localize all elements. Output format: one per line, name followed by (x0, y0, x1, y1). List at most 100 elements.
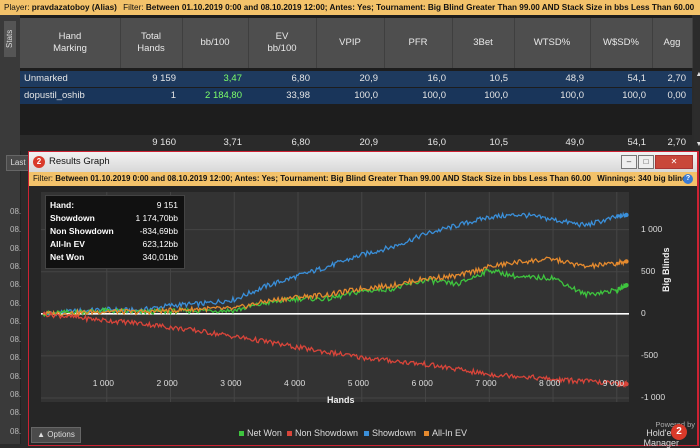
table-cell: 3,47 (223, 73, 243, 84)
column-header[interactable]: W$SD% (590, 18, 653, 68)
table-cell: 6,80 (291, 137, 311, 148)
tip-netwon-value: 340,01bb (142, 252, 178, 262)
y-tick-label: -500 (641, 349, 659, 360)
table-cell: 54,1 (627, 137, 647, 148)
graph-filter-text[interactable]: Between 01.10.2019 0:00 and 08.10.2019 1… (55, 174, 592, 183)
table-cell: 10,5 (489, 137, 509, 148)
table-cell: 1 (170, 90, 176, 101)
table-cell: 16,0 (427, 73, 447, 84)
filter-text[interactable]: Between 01.10.2019 0:00 and 08.10.2019 1… (145, 3, 695, 12)
tip-hand-value: 9 151 (156, 200, 178, 210)
date-label: 08. (10, 316, 22, 326)
legend-item[interactable]: All-In EV (424, 428, 467, 438)
table-cell: 2,70 (667, 73, 687, 84)
legend-swatch (424, 431, 429, 437)
date-label: 08. (10, 335, 22, 345)
series-end-point (624, 259, 629, 264)
table-row[interactable]: Unmarked 9 159 3,47 6,80 20,9 16,0 10,5 48,9 54,… (20, 71, 692, 87)
window-title: Results Graph (49, 156, 110, 167)
table-cell: dopustil_oshib (24, 90, 85, 101)
winnings-text: Winnings: 340 big blinds (597, 174, 692, 183)
table-header: Hand Marking Total Hands bb/100 EV bb/100 VP… (20, 18, 693, 68)
legend-item[interactable]: Non Showdown (287, 428, 358, 438)
date-label: 08. (10, 243, 22, 253)
legend-swatch (287, 431, 292, 437)
table-cell: 54,1 (627, 73, 647, 84)
column-header[interactable]: VPIP (316, 18, 385, 68)
table-cell: 3,71 (223, 137, 243, 148)
column-header[interactable]: Hand Marking (20, 18, 121, 68)
x-axis-label: Hands (327, 395, 355, 405)
table-cell: 100,0 (622, 90, 646, 101)
date-label: 08. (10, 371, 22, 381)
results-graph-window: 2 Results Graph – □ ✕ Filter: Between 01… (28, 151, 699, 448)
scroll-up-icon[interactable]: ▲ (695, 71, 700, 78)
table-scrollbar[interactable]: ▲ ▼ (694, 71, 700, 149)
left-rail: Stats (0, 15, 21, 444)
date-label: 08. (10, 408, 22, 418)
column-header[interactable]: Total Hands (120, 18, 183, 68)
tip-nonshowdown-label: Non Showdown (50, 226, 114, 236)
y-tick-label: 1 000 (641, 223, 663, 234)
x-tick-label: 1 000 (92, 378, 115, 388)
x-tick-label: 9 000 (602, 378, 625, 388)
column-header[interactable]: WTSD% (514, 18, 591, 68)
table-cell (20, 135, 120, 151)
maximize-icon[interactable]: □ (638, 155, 654, 169)
options-label: Options (47, 430, 75, 439)
player-name[interactable]: pravdazatoboy (Alias) (31, 3, 117, 12)
tip-showdown-value: 1 174,70bb (135, 213, 178, 223)
date-label: 08. (10, 426, 22, 436)
table-cell: 2,70 (667, 137, 687, 148)
table-cell: Unmarked (24, 73, 68, 84)
close-icon[interactable]: ✕ (655, 155, 693, 169)
column-header[interactable]: PFR (384, 18, 453, 68)
x-tick-label: 2 000 (156, 378, 178, 388)
y-tick-label: -1 000 (641, 392, 666, 402)
legend-label: Net Won (247, 428, 282, 438)
legend-item[interactable]: Net Won (239, 428, 282, 438)
table-cell: 20,9 (359, 73, 379, 84)
date-label: 08. (10, 353, 22, 363)
table-cell: 9 159 (152, 73, 176, 84)
column-header[interactable]: 3Bet (452, 18, 515, 68)
table-cell: 49,0 (565, 137, 585, 148)
table-cell: 100,0 (560, 90, 584, 101)
x-tick-label: 3 000 (220, 378, 242, 388)
table-row[interactable]: dopustil_oshib 1 2 184,80 33,98 100,0 100,0 10… (20, 88, 692, 104)
minimize-icon[interactable]: – (621, 155, 637, 169)
table-cell: 16,0 (427, 137, 447, 148)
table-cell: 10,5 (489, 73, 509, 84)
hm-logo-icon: 2 (33, 156, 45, 168)
table-cell: 20,9 (359, 137, 379, 148)
table-cell: 33,98 (286, 90, 310, 101)
expand-icon: ▲ (37, 430, 46, 439)
x-tick-label: 6 000 (411, 378, 433, 388)
window-titlebar[interactable]: 2 Results Graph – □ ✕ (29, 152, 697, 172)
help-icon[interactable]: ? (683, 174, 693, 184)
legend-swatch (364, 431, 369, 437)
column-header[interactable]: EV bb/100 (248, 18, 317, 68)
results-chart (41, 192, 629, 402)
totals-row: 9 160 3,71 6,80 20,9 16,0 10,5 49,0 54,1 2,70 (20, 135, 692, 151)
scroll-down-icon[interactable]: ▼ (695, 141, 700, 148)
options-button[interactable]: ▲ Options (31, 427, 81, 443)
date-label: 08. (10, 298, 22, 308)
tip-netwon-label: Net Won (50, 252, 85, 262)
last-button[interactable]: Last (6, 155, 30, 171)
x-tick-label: 7 000 (475, 378, 497, 388)
y-tick-label: 500 (641, 265, 656, 276)
hm-brand-logo-icon: 2 (671, 424, 687, 440)
brand-text: Hold'em Manager (643, 428, 679, 448)
table-cell: 48,9 (565, 73, 585, 84)
column-header[interactable]: bb/100 (182, 18, 249, 68)
date-label: 08. (10, 280, 22, 290)
legend-item[interactable]: Showdown (364, 428, 416, 438)
date-label: 08. (10, 207, 22, 216)
stats-tab[interactable]: Stats (4, 21, 16, 57)
legend-label: Showdown (372, 428, 417, 438)
y-tick-label: 0 (641, 307, 646, 318)
tip-showdown-label: Showdown (50, 213, 95, 223)
x-tick-label: 4 000 (284, 378, 306, 388)
column-header[interactable]: Agg (652, 18, 693, 68)
